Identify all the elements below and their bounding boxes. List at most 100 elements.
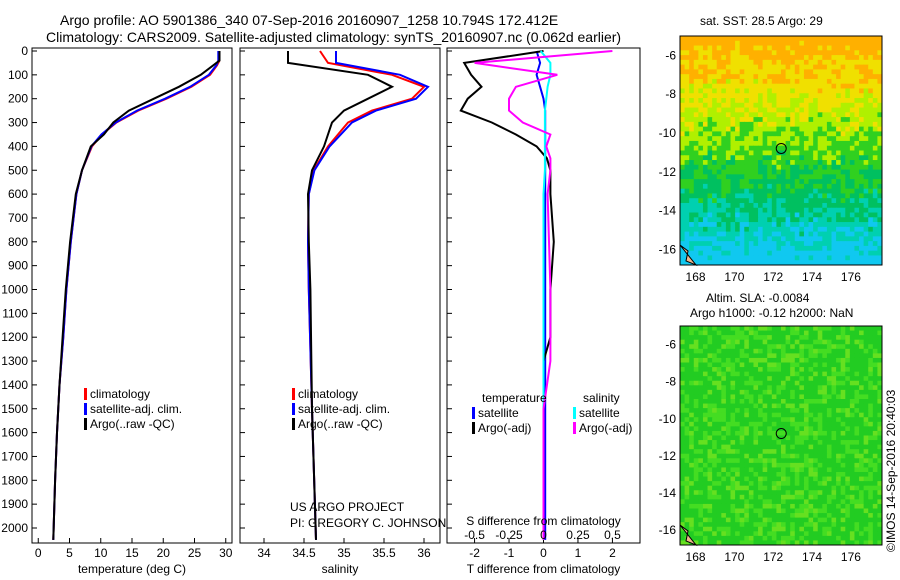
map-pixel <box>689 472 695 478</box>
map-pixel <box>698 193 704 199</box>
map-pixel <box>689 50 695 56</box>
map-pixel <box>712 517 718 523</box>
map-pixel <box>859 231 865 237</box>
map-pixel <box>836 160 842 166</box>
map-pixel <box>707 93 713 99</box>
map-pixel <box>859 412 865 418</box>
map-pixel <box>781 40 787 47</box>
map-pixel <box>868 348 874 354</box>
map-pixel <box>790 193 796 199</box>
map-pixel <box>693 481 699 487</box>
map-pixel <box>707 430 713 436</box>
map-pixel <box>693 136 699 142</box>
map-pixel <box>693 198 699 204</box>
map-pixel <box>702 335 709 341</box>
map-pixel <box>872 236 878 242</box>
map-pixel <box>758 362 764 368</box>
map-pixel <box>803 241 810 247</box>
map-pixel <box>854 522 860 528</box>
map-pixel <box>707 408 713 414</box>
map-pixel <box>868 107 874 113</box>
map-pixel <box>753 435 759 441</box>
map-pixel <box>877 494 883 500</box>
map-pixel <box>712 326 718 332</box>
map-pixel <box>859 241 865 247</box>
map-pixel <box>748 485 754 491</box>
map-pixel <box>771 107 777 113</box>
map-pixel <box>781 403 787 409</box>
map-pixel <box>785 136 791 142</box>
map-pixel <box>863 255 869 261</box>
map-pixel <box>771 59 777 66</box>
map-pixel <box>845 348 851 354</box>
map-pixel <box>758 140 764 147</box>
map-pixel <box>771 508 777 514</box>
map-pixel <box>872 503 878 509</box>
map-pixel <box>758 160 764 166</box>
map-pixel <box>744 126 750 132</box>
map-pixel <box>776 188 782 194</box>
map-pixel <box>684 503 690 509</box>
map-pixel <box>877 380 883 386</box>
map-pixel <box>721 231 727 237</box>
y-tick-label: 1900 <box>1 497 28 511</box>
map-pixel <box>822 481 828 487</box>
map-pixel <box>808 212 814 218</box>
map-pixel <box>863 444 869 450</box>
map-pixel <box>863 403 869 409</box>
map-pixel <box>689 376 695 382</box>
map-pixel <box>803 188 810 194</box>
map-pixel <box>826 481 832 487</box>
map-pixel <box>771 467 777 473</box>
map-pixel <box>877 540 883 546</box>
map-pixel <box>845 74 851 80</box>
map-pixel <box>785 426 791 432</box>
legend-label: satellite-adj. clim. <box>298 402 390 416</box>
map-pixel <box>826 245 832 252</box>
map-pixel <box>868 394 874 400</box>
map-pixel <box>712 476 718 482</box>
map-pixel <box>817 36 823 42</box>
map-pixel <box>767 69 773 75</box>
map-pixel <box>771 93 777 99</box>
map-pixel <box>730 430 736 436</box>
map-pixel <box>877 126 883 132</box>
map-pixel <box>859 179 865 185</box>
map-pixel <box>698 526 704 532</box>
map-pixel <box>698 207 704 214</box>
map-pixel <box>845 458 851 464</box>
map-pixel <box>739 513 745 519</box>
map-pixel <box>735 250 741 256</box>
map-pixel <box>849 476 855 482</box>
map-pixel <box>822 98 828 104</box>
map-pixel <box>822 131 828 137</box>
map-pixel <box>748 357 754 363</box>
map-pixel <box>831 458 837 464</box>
map-pixel <box>845 376 851 382</box>
map-pixel <box>859 131 865 137</box>
map-pixel <box>868 503 874 509</box>
map-pixel <box>753 207 759 214</box>
map-pixel <box>863 74 869 80</box>
map-pixel <box>721 522 727 528</box>
map-pixel <box>680 472 686 478</box>
map-pixel <box>836 389 842 395</box>
map-pixel <box>771 231 777 237</box>
map-pixel <box>808 160 814 166</box>
map-pixel <box>868 121 874 128</box>
map-pixel <box>721 241 727 247</box>
map-pixel <box>698 449 704 455</box>
map-pixel <box>725 150 731 156</box>
map-pixel <box>854 535 860 541</box>
map-pixel <box>684 121 690 128</box>
map-pixel <box>767 513 773 519</box>
map-pixel <box>872 169 878 175</box>
map-pixel <box>716 140 722 147</box>
map-pixel <box>702 408 709 414</box>
map-pixel <box>781 131 787 137</box>
map-pixel <box>776 353 782 359</box>
map-pixel <box>698 339 704 345</box>
map-pixel <box>808 494 814 500</box>
map-pixel <box>817 403 823 409</box>
